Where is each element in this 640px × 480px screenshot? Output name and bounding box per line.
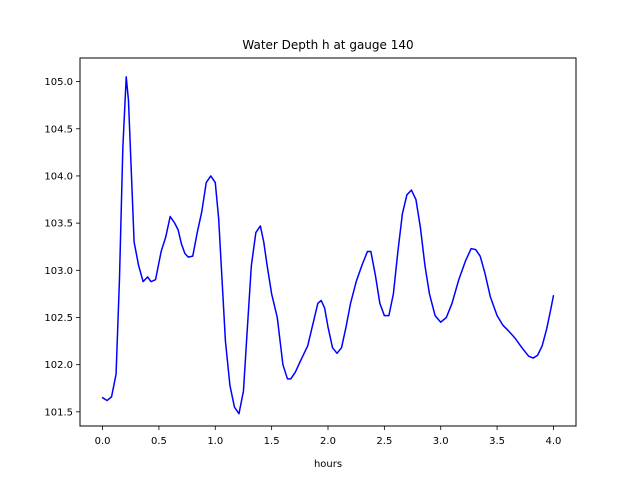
x-tick-label: 1.0: [207, 436, 223, 447]
x-tick-label: 0.5: [151, 436, 167, 447]
y-tick-label: 103.5: [44, 219, 73, 230]
y-tick-label: 105.0: [44, 77, 73, 88]
x-tick-label: 2.5: [376, 436, 392, 447]
y-tick-label: 104.5: [44, 124, 73, 135]
series-line-0: [101, 76, 555, 415]
x-axis-label: hours: [314, 459, 342, 470]
y-tick-label: 104.0: [44, 171, 73, 182]
chart-title: Water Depth h at gauge 140: [242, 38, 413, 52]
x-tick-label: 0.0: [95, 436, 111, 447]
y-tick-label: 101.5: [44, 407, 73, 418]
y-tick-label: 103.0: [44, 266, 73, 277]
plot-area: 0.0 0.5 1.0 1.5 2.0 2.5 3.0 3.5 4.0 101.5 102.0 102…: [44, 57, 577, 447]
x-tick-label: 4.0: [546, 436, 562, 447]
x-tick-label: 2.0: [320, 436, 336, 447]
y-tick-label: 102.0: [44, 360, 73, 371]
x-tick-label: 1.5: [264, 436, 280, 447]
x-tick-label: 3.5: [489, 436, 505, 447]
y-tick-label: 102.5: [44, 313, 73, 324]
x-tick-label: 3.0: [433, 436, 449, 447]
